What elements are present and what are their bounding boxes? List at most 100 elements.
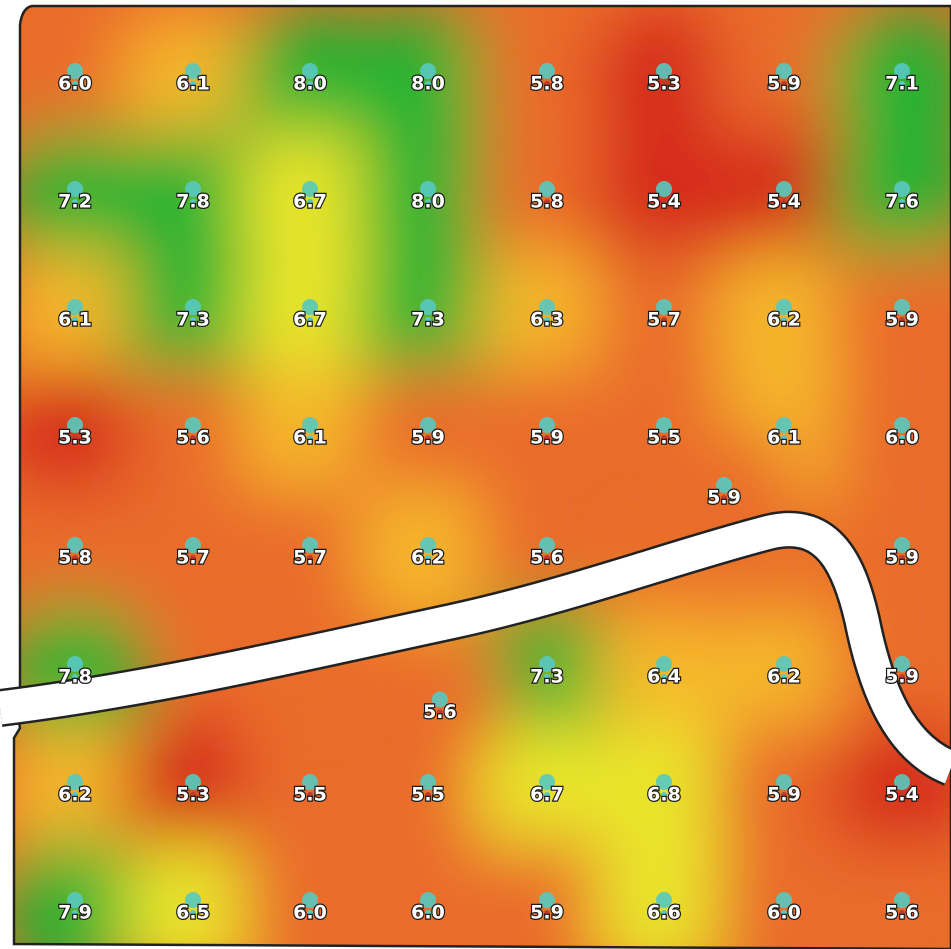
- sample-dot-icon: [302, 417, 318, 433]
- sample-dot-icon: [67, 537, 83, 553]
- sample-dot-icon: [656, 63, 672, 79]
- sample-center-icon: [781, 199, 787, 205]
- sample-dot-icon: [67, 656, 83, 672]
- sample-point: 8.0: [410, 181, 446, 214]
- sample-center-icon: [781, 674, 787, 680]
- sample-point: 6.7: [292, 181, 328, 214]
- sample-value: 5.8: [58, 547, 92, 569]
- sample-dot-icon: [420, 181, 436, 197]
- sample-point: 5.8: [57, 537, 93, 570]
- sample-point: 5.4: [646, 181, 682, 214]
- sample-point: 5.3: [175, 774, 211, 807]
- sample-value: 6.1: [293, 427, 327, 449]
- sample-dot-icon: [302, 537, 318, 553]
- sample-point: 7.1: [884, 63, 920, 96]
- sample-center-icon: [72, 674, 78, 680]
- sample-center-icon: [544, 435, 550, 441]
- sample-dot-icon: [539, 181, 555, 197]
- sample-dot-icon: [894, 892, 910, 908]
- sample-value: 6.2: [767, 309, 801, 331]
- sample-value: 5.6: [176, 427, 210, 449]
- sample-value: 5.9: [767, 784, 801, 806]
- sample-dot-icon: [894, 537, 910, 553]
- sample-center-icon: [661, 317, 667, 323]
- sample-point: 6.0: [57, 63, 93, 96]
- sample-value: 5.9: [885, 547, 919, 569]
- sample-dot-icon: [776, 63, 792, 79]
- sample-point: 5.9: [884, 537, 920, 570]
- sample-value: 5.9: [885, 666, 919, 688]
- sample-point: 5.9: [706, 477, 742, 510]
- sample-center-icon: [544, 317, 550, 323]
- sample-center-icon: [307, 199, 313, 205]
- sample-dot-icon: [431, 691, 448, 708]
- sample-value: 5.4: [767, 191, 801, 213]
- sample-value: 5.6: [530, 547, 564, 569]
- sample-point: 7.3: [175, 299, 211, 332]
- sample-center-icon: [72, 555, 78, 561]
- sample-center-icon: [72, 910, 78, 916]
- sample-point: 6.1: [57, 299, 93, 332]
- sample-center-icon: [190, 199, 196, 205]
- sample-value: 8.0: [411, 73, 445, 95]
- sample-point: 6.2: [57, 774, 93, 807]
- sample-dot-icon: [185, 892, 201, 908]
- sample-dot-icon: [302, 181, 318, 197]
- sample-center-icon: [781, 435, 787, 441]
- sample-point: 5.9: [410, 417, 446, 450]
- sample-value: 5.7: [647, 309, 681, 331]
- sample-center-icon: [661, 792, 667, 798]
- sample-value: 5.9: [530, 427, 564, 449]
- sample-center-icon: [72, 81, 78, 87]
- sample-center-icon: [425, 555, 431, 561]
- sample-value: 7.8: [58, 666, 92, 688]
- sample-point: 5.9: [766, 774, 802, 807]
- sample-point: 6.0: [884, 417, 920, 450]
- sample-center-icon: [781, 317, 787, 323]
- sample-value: 5.5: [411, 784, 445, 806]
- sample-center-icon: [781, 910, 787, 916]
- sample-value: 6.1: [176, 73, 210, 95]
- heat-cell: [832, 841, 951, 949]
- sample-point: 6.2: [410, 537, 446, 570]
- sample-dot-icon: [420, 774, 436, 790]
- sample-point: 7.8: [175, 181, 211, 214]
- sample-center-icon: [721, 495, 727, 501]
- sample-dot-icon: [185, 537, 201, 553]
- sample-center-icon: [544, 555, 550, 561]
- sample-center-icon: [781, 792, 787, 798]
- sample-value: 5.9: [767, 73, 801, 95]
- sample-center-icon: [72, 435, 78, 441]
- sample-point: 6.7: [529, 774, 565, 807]
- sample-dot-icon: [656, 181, 672, 197]
- sample-point: 5.5: [646, 417, 682, 450]
- sample-point: 7.9: [57, 892, 93, 925]
- sample-center-icon: [72, 317, 78, 323]
- sample-point: 6.0: [292, 892, 328, 925]
- sample-value: 5.6: [423, 701, 457, 723]
- sample-point: 5.7: [175, 537, 211, 570]
- sample-value: 7.9: [58, 902, 92, 924]
- sample-center-icon: [425, 317, 431, 323]
- sample-point: 5.9: [884, 656, 920, 689]
- sample-value: 6.0: [58, 73, 92, 95]
- sample-value: 5.3: [176, 784, 210, 806]
- sample-value: 5.6: [885, 902, 919, 924]
- sample-dot-icon: [539, 892, 555, 908]
- sample-value: 6.1: [58, 309, 92, 331]
- sample-point: 6.1: [175, 63, 211, 96]
- sample-dot-icon: [656, 299, 672, 315]
- sample-center-icon: [899, 555, 905, 561]
- sample-value: 6.7: [293, 309, 327, 331]
- sample-center-icon: [899, 674, 905, 680]
- sample-value: 7.8: [176, 191, 210, 213]
- sample-value: 7.3: [530, 666, 564, 688]
- sample-center-icon: [899, 910, 905, 916]
- sample-dot-icon: [894, 63, 910, 79]
- sample-value: 6.5: [176, 902, 210, 924]
- sample-dot-icon: [894, 299, 910, 315]
- sample-dot-icon: [656, 417, 672, 433]
- sample-point: 8.0: [410, 63, 446, 96]
- sample-center-icon: [72, 199, 78, 205]
